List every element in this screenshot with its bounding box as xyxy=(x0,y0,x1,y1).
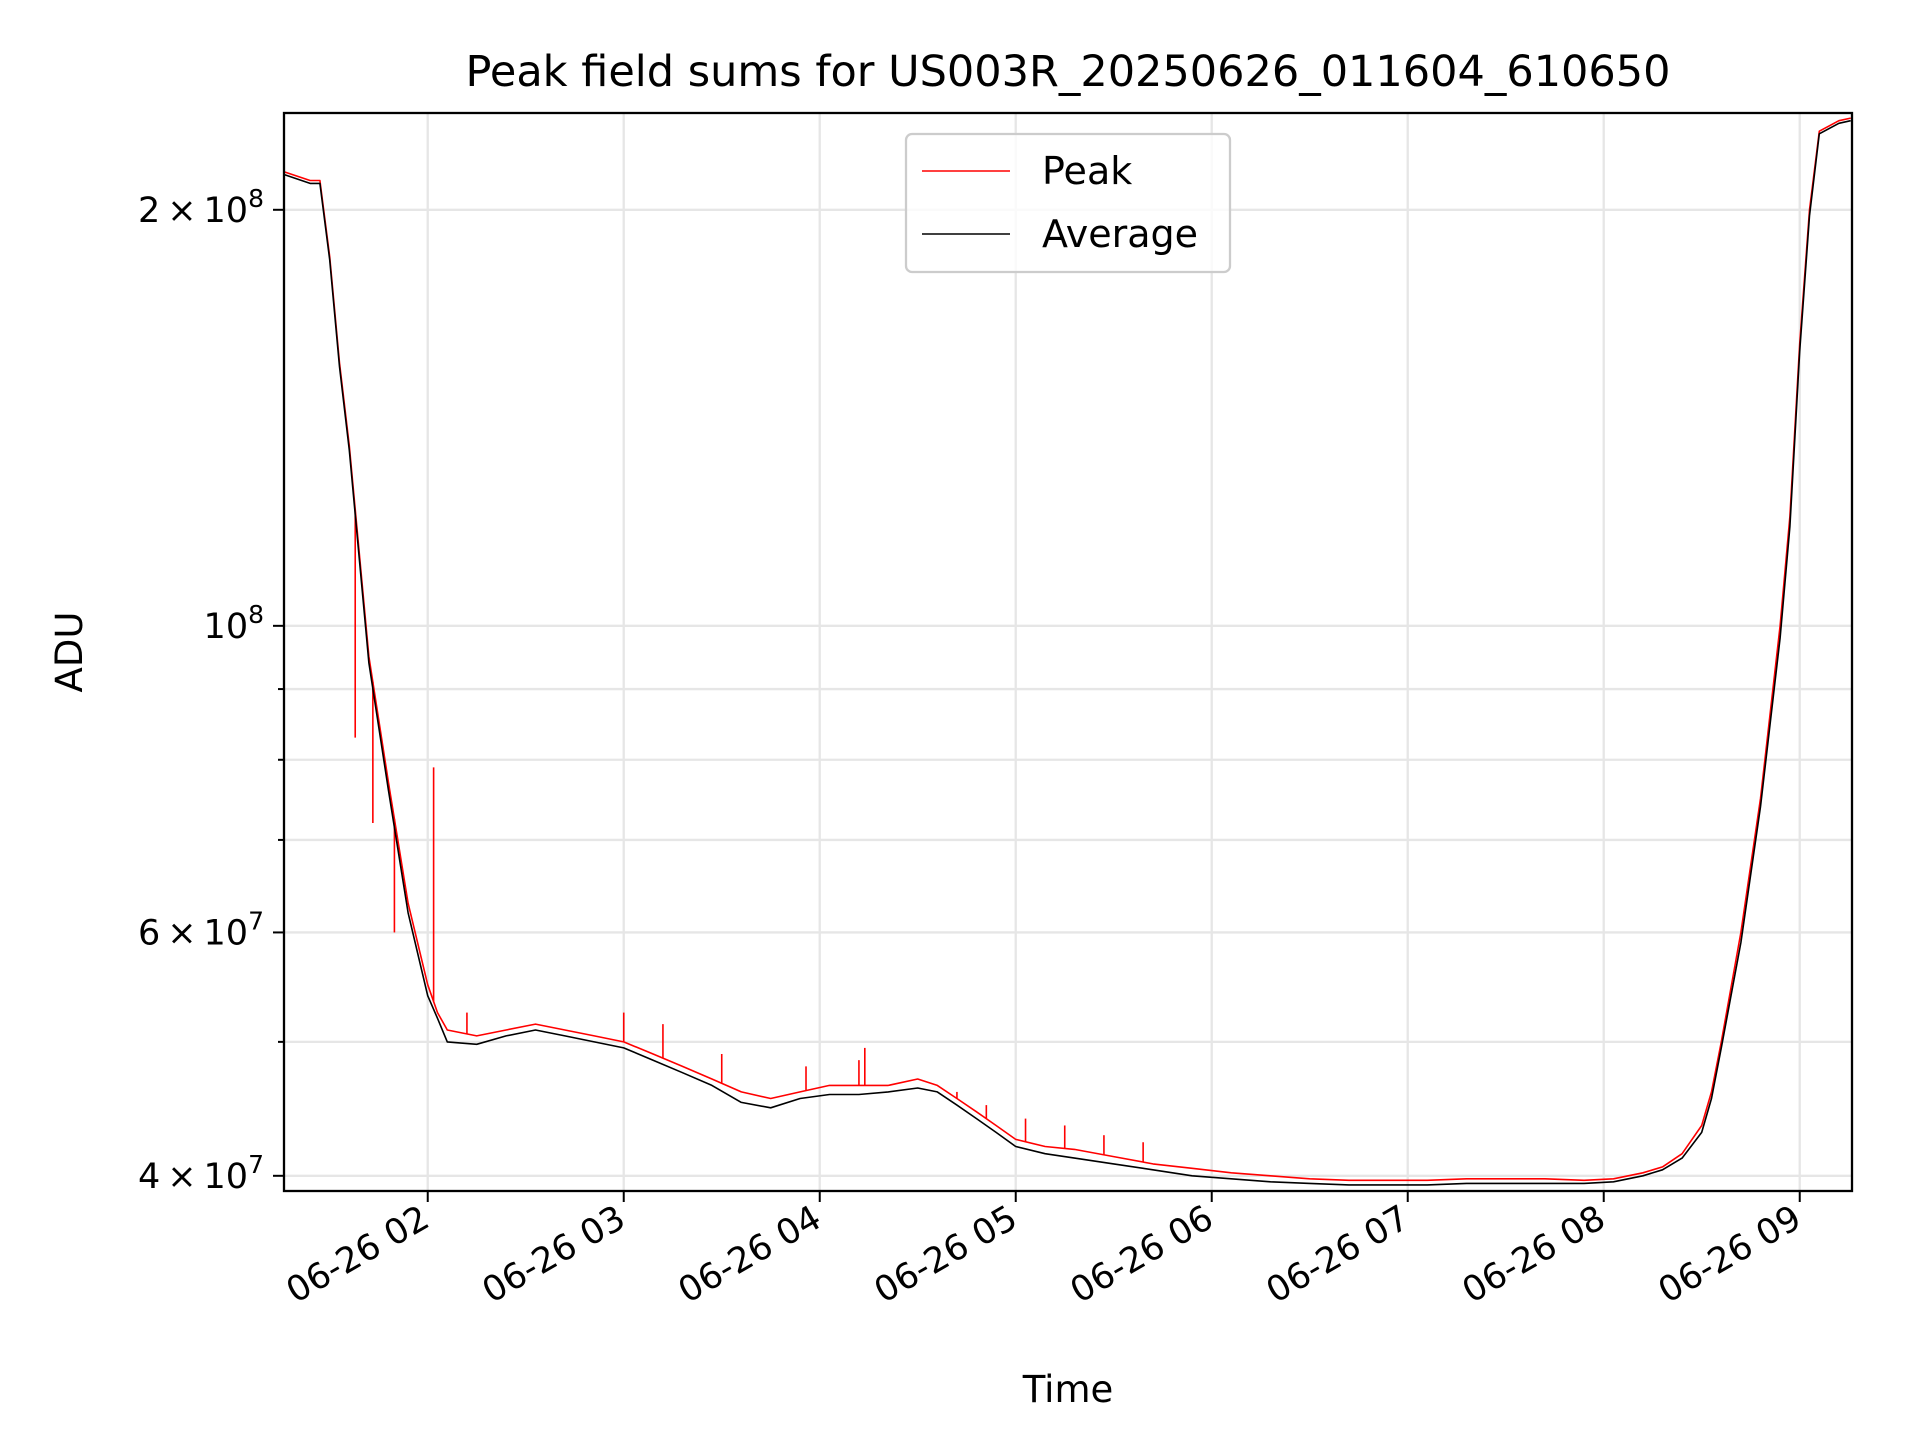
x-axis: 06-26 02 06-26 03 06-26 04 06-26 05 06-26 06… xyxy=(280,1191,1808,1311)
x-axis-label: Time xyxy=(1022,1368,1114,1411)
legend-label-peak: Peak xyxy=(1042,149,1132,193)
x-tick-label: 06-26 04 xyxy=(672,1198,828,1311)
y-axis-label: ADU xyxy=(48,612,91,693)
grid xyxy=(284,113,1852,1191)
y-tick-label: 4 × 107 xyxy=(138,1150,264,1197)
chart-title: Peak field sums for US003R_20250626_0116… xyxy=(465,47,1670,97)
x-tick-label: 06-26 06 xyxy=(1064,1198,1220,1311)
y-tick-label: 108 xyxy=(204,600,264,647)
legend: Peak Average xyxy=(904,132,1232,274)
x-tick-label: 06-26 07 xyxy=(1260,1198,1416,1311)
x-tick-label: 06-26 05 xyxy=(868,1198,1024,1311)
series-layer xyxy=(284,117,1851,1186)
x-tick-label: 06-26 02 xyxy=(280,1198,436,1311)
series-line-average xyxy=(284,119,1851,1186)
legend-label-average: Average xyxy=(1042,212,1198,256)
x-tick-label: 06-26 08 xyxy=(1456,1198,1612,1311)
y-tick-label: 2 × 108 xyxy=(138,184,264,231)
legend-box xyxy=(904,132,1232,274)
y-tick-label: 6 × 107 xyxy=(138,906,264,953)
series-line-peak xyxy=(284,117,1851,1182)
x-tick-label: 06-26 03 xyxy=(476,1198,632,1311)
y-axis: 4 × 107 6 × 107 108 2 × 108 xyxy=(138,184,284,1197)
plot-area-frame xyxy=(282,111,1854,1193)
x-tick-label: 06-26 09 xyxy=(1652,1198,1808,1311)
